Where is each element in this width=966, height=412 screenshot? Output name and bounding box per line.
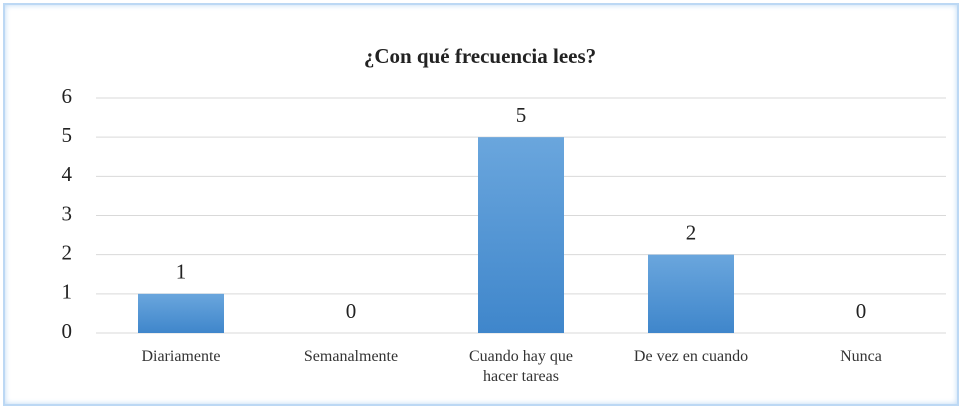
data-label: 1 bbox=[176, 260, 187, 284]
data-label: 2 bbox=[686, 220, 697, 244]
data-label: 0 bbox=[346, 299, 357, 323]
x-tick-label: Diariamente bbox=[141, 348, 221, 365]
x-tick-label: De vez en cuando bbox=[633, 348, 749, 365]
data-label: 5 bbox=[516, 103, 527, 127]
data-label: 0 bbox=[856, 299, 867, 323]
y-tick-label: 1 bbox=[62, 280, 73, 304]
y-tick-label: 4 bbox=[62, 162, 73, 186]
y-tick-label: 5 bbox=[62, 123, 73, 147]
y-tick-label: 2 bbox=[62, 240, 73, 264]
x-tick-label: Semanalmente bbox=[303, 348, 399, 365]
bar bbox=[648, 254, 734, 333]
x-tick-label: Nunca bbox=[840, 348, 882, 365]
chart-title: ¿Con qué frecuencia lees? bbox=[364, 44, 596, 68]
y-tick-label: 0 bbox=[62, 319, 73, 343]
bar bbox=[478, 137, 564, 333]
bar bbox=[138, 293, 224, 333]
y-tick-label: 6 bbox=[62, 84, 73, 108]
x-tick-label: Cuando hay que hacer tareas bbox=[469, 348, 573, 385]
y-tick-label: 3 bbox=[62, 201, 73, 225]
